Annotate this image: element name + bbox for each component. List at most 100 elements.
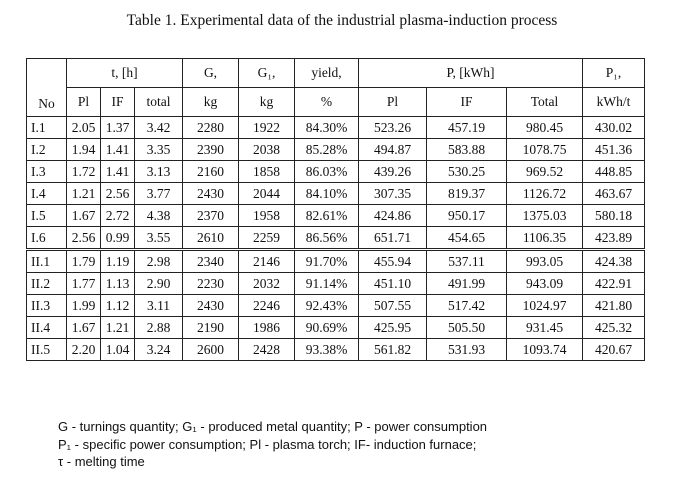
table-cell: 1078.75: [506, 138, 583, 161]
header-g1-unit: kg: [238, 87, 295, 117]
table-cell: 85.28%: [294, 138, 359, 161]
table-row: I.5 1.67 2.72 4.38 2370 1958 82.61% 424.86 950.1…: [26, 204, 645, 227]
table-cell: 819.37: [426, 182, 507, 205]
table-cell: 993.05: [506, 248, 583, 273]
table-row: I.4 1.21 2.56 3.77 2430 2044 84.10% 307.35 819.3…: [26, 182, 645, 205]
table-cell: 491.99: [426, 272, 507, 295]
table-cell: 3.55: [134, 226, 183, 250]
table-cell: 448.85: [582, 160, 645, 183]
row-id-cell: I.3: [26, 160, 67, 183]
table-cell: 950.17: [426, 204, 507, 227]
table-cell: 91.14%: [294, 272, 359, 295]
table-cell: 2230: [182, 272, 239, 295]
table-cell: 1.19: [100, 248, 135, 273]
header-p1-unit: kWh/t: [582, 87, 645, 117]
table-cell: 86.03%: [294, 160, 359, 183]
header-g1: G₁,: [238, 58, 295, 88]
table-cell: 1.67: [66, 204, 101, 227]
header-p-if: IF: [426, 87, 507, 117]
table-cell: 523.26: [358, 116, 427, 139]
header-yield-unit: %: [294, 87, 359, 117]
table-cell: 2390: [182, 138, 239, 161]
table-cell: 84.10%: [294, 182, 359, 205]
table-cell: 2190: [182, 316, 239, 339]
table-cell: 454.65: [426, 226, 507, 250]
header-row-2: Pl IF total kg kg % Pl IF Total kWh/t: [27, 87, 645, 117]
table-cell: 505.50: [426, 316, 507, 339]
table-cell: 537.11: [426, 248, 507, 273]
note-line: G - turnings quantity; G₁ - produced met…: [58, 419, 488, 434]
table-row: II.2 1.77 1.13 2.90 2230 2032 91.14% 451.10 491.…: [26, 272, 645, 295]
row-id-cell: I.1: [26, 116, 67, 139]
table-cell: 1858: [238, 160, 295, 183]
table-cell: 2340: [182, 248, 239, 273]
table-cell: 422.91: [582, 272, 645, 295]
table-cell: 2610: [182, 226, 239, 250]
table-row: I.1 2.05 1.37 3.42 2280 1922 84.30% 523.26 457.1…: [26, 116, 645, 139]
table-cell: 1.41: [100, 138, 135, 161]
header-p1: P₁,: [582, 58, 645, 88]
table-cell: 307.35: [358, 182, 427, 205]
header-time: t, [h]: [66, 58, 183, 88]
table-cell: 1.94: [66, 138, 101, 161]
table-cell: 517.42: [426, 294, 507, 317]
table-row: II.1 1.79 1.19 2.98 2340 2146 91.70% 455.94 537.…: [26, 248, 645, 273]
table-cell: 0.99: [100, 226, 135, 250]
table-cell: 2430: [182, 294, 239, 317]
table-cell: 1126.72: [506, 182, 583, 205]
table-row: I.3 1.72 1.41 3.13 2160 1858 86.03% 439.26 530.2…: [26, 160, 645, 183]
header-p-pl: Pl: [358, 87, 427, 117]
table-cell: 1.21: [100, 316, 135, 339]
table-cell: 93.38%: [294, 338, 359, 361]
table-cell: 91.70%: [294, 248, 359, 273]
table-cell: 1.12: [100, 294, 135, 317]
header-g: G,: [182, 58, 239, 88]
table-cell: 1.21: [66, 182, 101, 205]
header-yield: yield,: [294, 58, 359, 88]
table-cell: 1958: [238, 204, 295, 227]
table-row: I.2 1.94 1.41 3.35 2390 2038 85.28% 494.87 583.8…: [26, 138, 645, 161]
row-id-cell: II.5: [26, 338, 67, 361]
table-cell: 943.09: [506, 272, 583, 295]
table-cell: 2032: [238, 272, 295, 295]
note-line: P₁ - specific power consumption; Pl - pl…: [58, 436, 477, 452]
table-cell: 1.67: [66, 316, 101, 339]
table-cell: 1922: [238, 116, 295, 139]
header-t-pl: Pl: [66, 87, 101, 117]
table-row: II.5 2.20 1.04 3.24 2600 2428 93.38% 561.82 531.…: [26, 338, 645, 361]
table-cell: 2160: [182, 160, 239, 183]
table-cell: 530.25: [426, 160, 507, 183]
table-cell: 2428: [238, 338, 295, 361]
table-cell: 507.55: [358, 294, 427, 317]
table-cell: 1.37: [100, 116, 135, 139]
table-cell: 3.77: [134, 182, 183, 205]
table-cell: 2.56: [100, 182, 135, 205]
table-cell: 420.67: [582, 338, 645, 361]
table-cell: 3.35: [134, 138, 183, 161]
table-cell: 1093.74: [506, 338, 583, 361]
row-id-cell: I.6: [26, 226, 67, 250]
table-cell: 583.88: [426, 138, 507, 161]
row-id-cell: I.4: [26, 182, 67, 205]
table-cell: 2.05: [66, 116, 101, 139]
header-t-if: IF: [100, 87, 135, 117]
table-row: II.4 1.67 1.21 2.88 2190 1986 90.69% 425.95 505.…: [26, 316, 645, 339]
table-cell: 531.93: [426, 338, 507, 361]
note-line: τ - melting time: [58, 454, 145, 469]
table-cell: 90.69%: [294, 316, 359, 339]
table-cell: 421.80: [582, 294, 645, 317]
table-cell: 651.71: [358, 226, 427, 250]
table-cell: 2370: [182, 204, 239, 227]
table-cell: 1.79: [66, 248, 101, 273]
table-cell: 439.26: [358, 160, 427, 183]
table-cell: 86.56%: [294, 226, 359, 250]
header-g-unit: kg: [182, 87, 239, 117]
table-cell: 2.90: [134, 272, 183, 295]
header-t-total: total: [134, 87, 183, 117]
table-cell: 2600: [182, 338, 239, 361]
table-cell: 92.43%: [294, 294, 359, 317]
table-cell: 580.18: [582, 204, 645, 227]
table-cell: 3.24: [134, 338, 183, 361]
table-cell: 1024.97: [506, 294, 583, 317]
table-cell: 2.72: [100, 204, 135, 227]
